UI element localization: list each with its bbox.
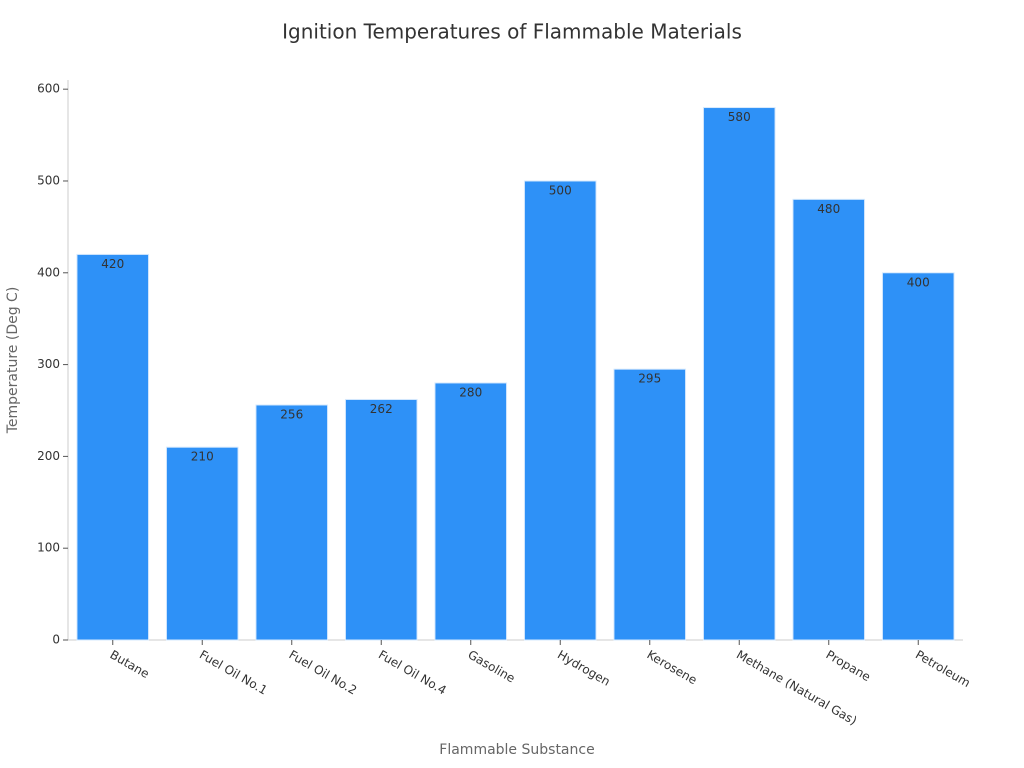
x-tick-label: Hydrogen	[555, 648, 613, 689]
y-tick-label: 0	[52, 633, 60, 647]
x-tick-label: Petroleum	[913, 648, 973, 691]
value-label: 400	[907, 275, 930, 289]
y-tick-label: 500	[37, 173, 60, 187]
x-tick-label: Fuel Oil No.1	[197, 648, 270, 698]
bar	[881, 272, 955, 641]
y-tick-label: 300	[37, 357, 60, 371]
bar	[702, 107, 776, 641]
bar	[255, 404, 329, 641]
y-axis-title: Temperature (Deg C)	[5, 287, 21, 435]
x-tick-label: Propane	[824, 648, 873, 685]
x-tick-label: Fuel Oil No.4	[376, 648, 449, 698]
value-label: 280	[459, 385, 482, 399]
x-axis-title: Flammable Substance	[439, 742, 594, 758]
bar	[165, 446, 239, 641]
value-label: 420	[101, 257, 124, 271]
value-label: 500	[549, 183, 572, 197]
bar	[523, 180, 597, 641]
x-tick-label: Gasoline	[466, 648, 518, 686]
bar	[792, 198, 866, 641]
bar	[434, 382, 508, 641]
value-label: 295	[638, 372, 661, 386]
bar	[76, 253, 150, 641]
value-label: 262	[370, 402, 393, 416]
value-label: 256	[280, 407, 303, 421]
value-label: 210	[191, 450, 214, 464]
x-tick-label: Butane	[108, 648, 152, 682]
value-label: 480	[817, 202, 840, 216]
chart-title: Ignition Temperatures of Flammable Mater…	[282, 20, 742, 44]
y-tick-label: 600	[37, 82, 60, 96]
x-tick-label: Kerosene	[645, 648, 700, 688]
y-tick-label: 400	[37, 265, 60, 279]
y-tick-label: 200	[37, 449, 60, 463]
bar	[344, 398, 418, 641]
x-tick-label: Fuel Oil No.2	[287, 648, 360, 698]
y-tick-label: 100	[37, 541, 60, 555]
value-label: 580	[728, 110, 751, 124]
bar	[613, 368, 687, 641]
